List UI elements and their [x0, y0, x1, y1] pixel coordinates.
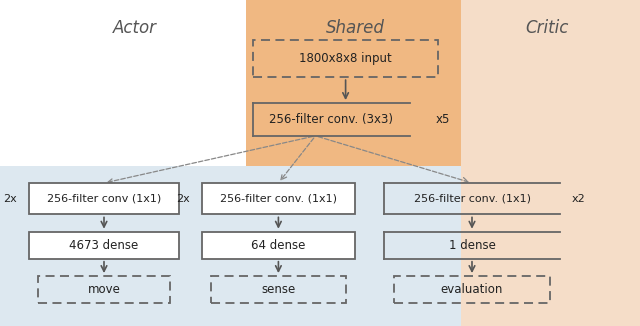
Bar: [246, 0, 461, 166]
Text: 64 dense: 64 dense: [252, 239, 305, 252]
Text: 1 dense: 1 dense: [449, 239, 495, 252]
Text: sense: sense: [261, 283, 296, 296]
FancyBboxPatch shape: [29, 183, 179, 215]
Text: x5: x5: [435, 113, 449, 126]
Text: evaluation: evaluation: [441, 283, 503, 296]
Bar: [246, 0, 461, 166]
Text: Shared: Shared: [326, 19, 385, 37]
Text: Critic: Critic: [525, 19, 569, 37]
Text: move: move: [88, 283, 120, 296]
Text: 4673 dense: 4673 dense: [69, 239, 139, 252]
FancyBboxPatch shape: [202, 232, 355, 259]
Text: 1800x8x8 input: 1800x8x8 input: [300, 52, 392, 65]
Text: 256-filter conv. (1x1): 256-filter conv. (1x1): [220, 194, 337, 204]
Bar: [461, 0, 640, 326]
FancyBboxPatch shape: [202, 183, 355, 215]
Bar: [0, 166, 461, 326]
Text: x2: x2: [572, 194, 585, 204]
Text: 2x: 2x: [177, 194, 190, 204]
Text: 256-filter conv. (1x1): 256-filter conv. (1x1): [413, 194, 531, 204]
Text: 256-filter conv (1x1): 256-filter conv (1x1): [47, 194, 161, 204]
FancyBboxPatch shape: [29, 232, 179, 259]
Text: 2x: 2x: [4, 194, 17, 204]
Text: Actor: Actor: [113, 19, 156, 37]
Text: 256-filter conv. (3x3): 256-filter conv. (3x3): [269, 113, 393, 126]
